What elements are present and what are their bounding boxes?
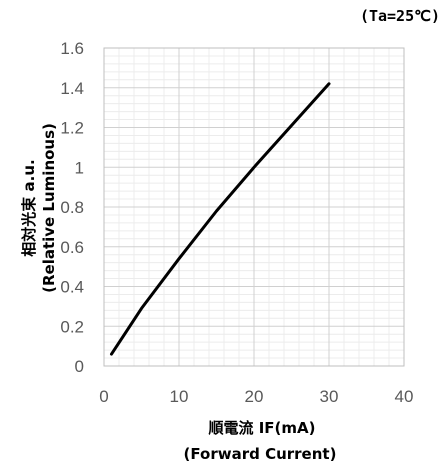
x-tick-label: 10: [170, 387, 189, 406]
y-axis-label: 相対光束 a.u.: [20, 159, 38, 256]
x-tick-labels: 0 10 20 30 40: [99, 387, 413, 406]
y-tick-label: 1.6: [60, 39, 84, 58]
x-tick-label: 40: [395, 387, 414, 406]
y-tick-label: 0.2: [60, 317, 84, 336]
y-tick-label: 1: [75, 158, 84, 177]
y-tick-label: 0.6: [60, 238, 84, 257]
x-axis-label-en: (Forward Current): [184, 445, 337, 463]
x-axis-label: 順電流 IF(mA): [208, 419, 316, 437]
x-tick-label: 30: [320, 387, 339, 406]
y-tick-labels: 0 0.2 0.4 0.6 0.8 1 1.2 1.4 1.6: [60, 39, 84, 376]
condition-label: (Ta=25℃): [360, 7, 440, 25]
y-tick-label: 1.4: [60, 79, 84, 98]
x-tick-label: 20: [245, 387, 264, 406]
y-tick-label: 0: [75, 357, 84, 376]
y-tick-label: 0.8: [60, 198, 84, 217]
series-line: [110, 82, 331, 356]
y-tick-label: 1.2: [60, 119, 84, 138]
y-tick-label: 0.4: [60, 278, 84, 297]
x-tick-label: 0: [99, 387, 108, 406]
plot-area-border: [103, 47, 405, 367]
y-axis-label-en: (Relative Luminous): [40, 123, 58, 293]
